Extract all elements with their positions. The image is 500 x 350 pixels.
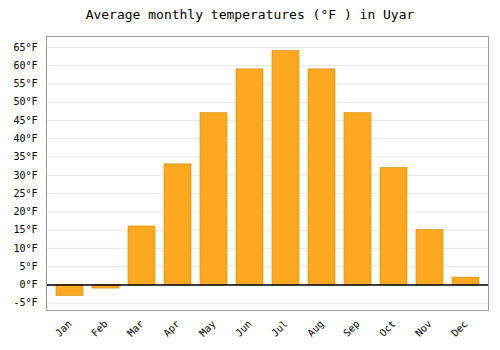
svg-text:25°F: 25°F [13, 188, 37, 199]
svg-text:Aug: Aug [305, 318, 326, 339]
svg-text:5°F: 5°F [19, 261, 37, 272]
svg-text:Mar: Mar [125, 318, 146, 339]
svg-text:Oct: Oct [377, 318, 398, 339]
svg-text:15°F: 15°F [13, 224, 37, 235]
svg-text:60°F: 60°F [13, 60, 37, 71]
svg-text:0°F: 0°F [19, 279, 37, 290]
svg-text:10°F: 10°F [13, 243, 37, 254]
svg-text:Sep: Sep [341, 318, 362, 339]
svg-text:Jun: Jun [233, 318, 254, 339]
html-text:Average monthly temperatures (: Average monthly temperatures (°F ) in Uy… [85, 7, 415, 22]
svg-text:50°F: 50°F [13, 96, 37, 107]
svg-text:-5°F: -5°F [13, 297, 37, 308]
svg-text:65°F: 65°F [13, 42, 37, 53]
svg-text:Feb: Feb [89, 318, 110, 339]
svg-text:Apr: Apr [161, 318, 182, 339]
svg-text:45°F: 45°F [13, 115, 37, 126]
svg-text:35°F: 35°F [13, 151, 37, 162]
svg-text:Dec: Dec [449, 318, 470, 339]
svg-text:May: May [197, 318, 218, 339]
svg-text:20°F: 20°F [13, 206, 37, 217]
svg-text:55°F: 55°F [13, 78, 37, 89]
svg-text:Jan: Jan [53, 318, 74, 339]
svg-text:Nov: Nov [413, 318, 434, 339]
svg-text:30°F: 30°F [13, 170, 37, 181]
svg-text:40°F: 40°F [13, 133, 37, 144]
svg-text:Jul: Jul [269, 318, 290, 339]
